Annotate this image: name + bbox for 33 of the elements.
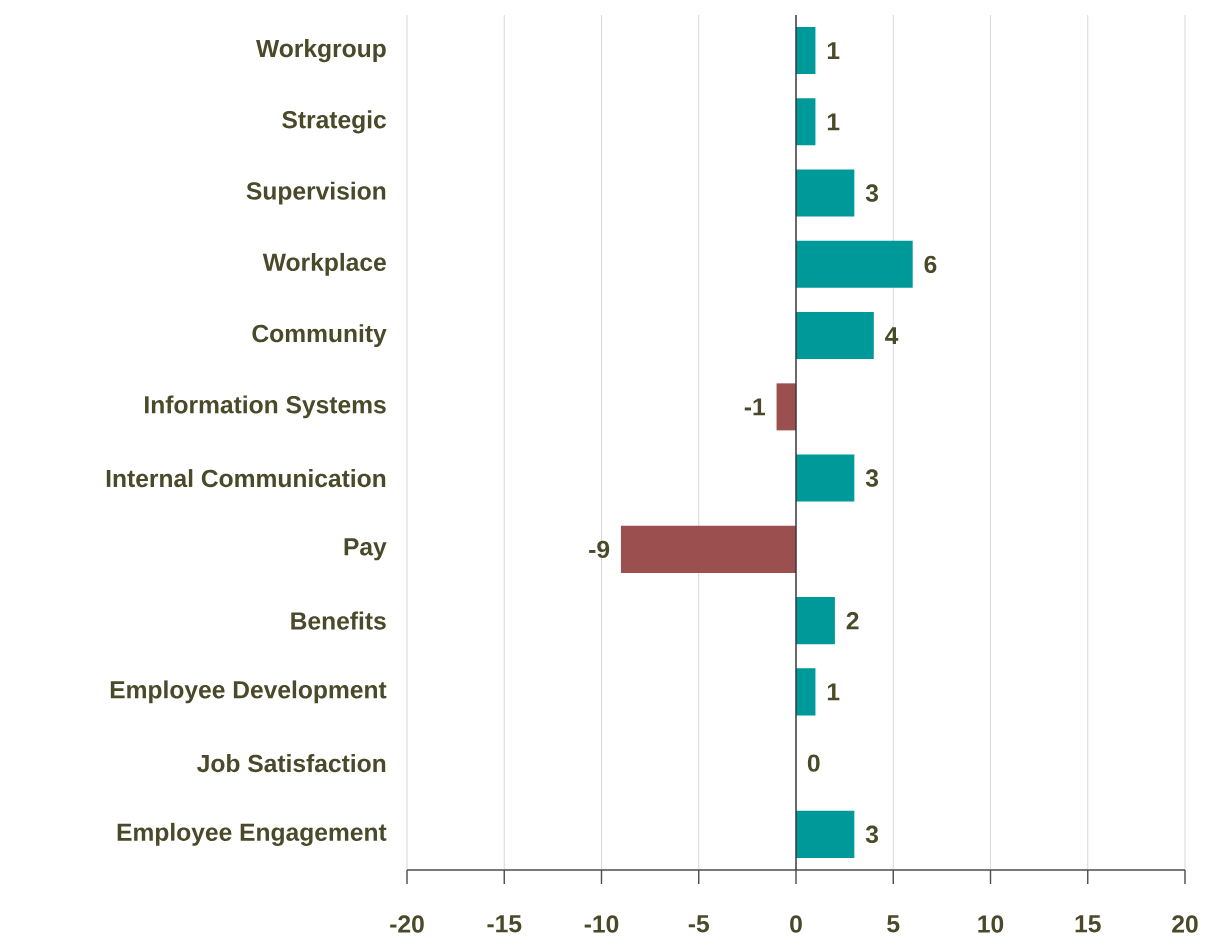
y-tick-label: Internal Communication (106, 469, 386, 488)
y-tick-label: Job Satisfaction (197, 754, 386, 773)
y-tick-label: Strategic (282, 110, 386, 134)
data-label: -1 (744, 398, 765, 416)
y-tick-label: Information Systems (145, 395, 386, 419)
data-label: 3 (865, 184, 879, 202)
x-tick-label: -10 (584, 915, 619, 933)
data-label: 0 (807, 754, 820, 772)
x-tick-label: 10 (978, 915, 1004, 933)
data-label: -9 (589, 540, 610, 559)
y-tick-label: Employee Development (110, 680, 387, 704)
data-label: 2 (846, 612, 859, 630)
y-tick-label: Employee Engagement (117, 822, 387, 846)
x-tick-label: 15 (1075, 915, 1101, 933)
data-label: 1 (827, 683, 840, 701)
data-label: 3 (865, 825, 879, 844)
data-label: 6 (924, 255, 937, 274)
x-tick-label: -15 (487, 915, 522, 933)
y-tick-label: Workplace (262, 252, 386, 276)
x-tick-label: -20 (390, 915, 424, 933)
data-label: 1 (827, 42, 840, 60)
data-label: 3 (865, 469, 879, 487)
y-tick-label: Benefits (291, 611, 386, 630)
x-tick-label: 5 (887, 915, 900, 933)
x-tick-label: 20 (1172, 915, 1198, 933)
data-label: 4 (885, 327, 899, 345)
y-tick-label: Supervision (246, 181, 386, 205)
y-tick-label: Community (252, 324, 387, 348)
y-tick-label: Workgroup (256, 39, 386, 63)
x-tick-label: 0 (790, 915, 802, 933)
x-tick-label: -5 (688, 915, 710, 933)
data-label: 1 (827, 113, 840, 131)
y-tick-label: Pay (344, 538, 387, 561)
